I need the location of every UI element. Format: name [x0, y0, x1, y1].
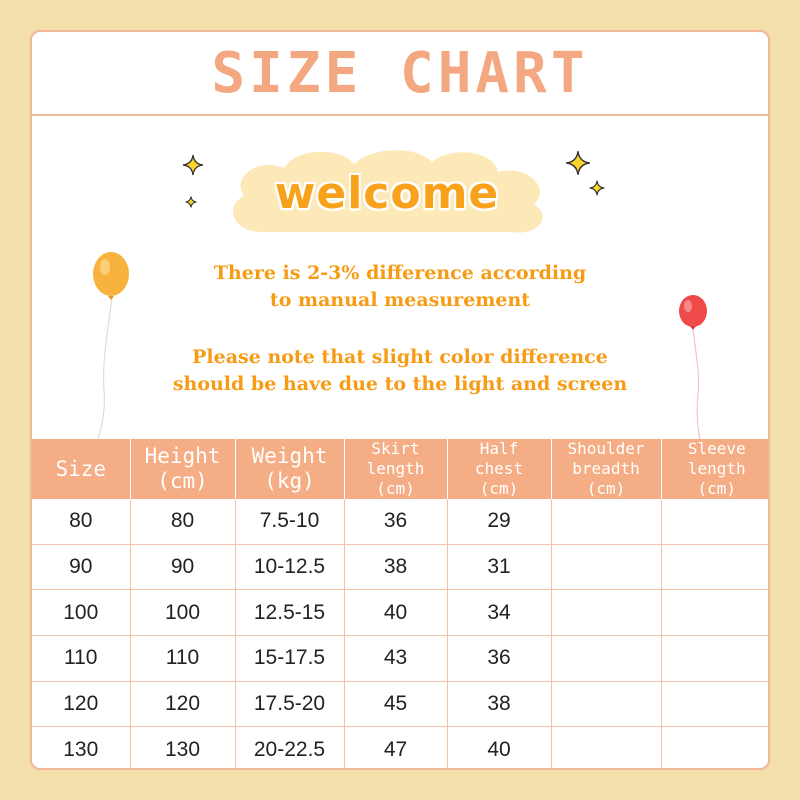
table-cell: 40: [344, 589, 448, 636]
table-cell: [661, 499, 768, 545]
table-cell: 120: [32, 681, 131, 728]
table-cell: 38: [447, 681, 552, 728]
sparkle-icon: [589, 180, 605, 196]
table-cell: 100: [32, 589, 131, 636]
table-cell: [551, 544, 662, 591]
table-cell: 100: [130, 589, 236, 636]
note-line: to manual measurement: [269, 289, 531, 311]
table-cell: 38: [344, 544, 448, 591]
table-cell: [661, 635, 768, 682]
table-cell: 10-12.5: [235, 544, 345, 591]
welcome-text: welcome: [274, 167, 500, 219]
table-cell: 17.5-20: [235, 681, 345, 728]
balloon-icon: [93, 252, 129, 440]
note-line: There is 2-3% difference according: [213, 262, 587, 284]
table-cell: 34: [447, 589, 552, 636]
color-note: Please note that slight color difference…: [32, 344, 768, 398]
table-cell: [661, 727, 768, 768]
table-cell: 7.5-10: [235, 499, 345, 545]
table-cell: 45: [344, 681, 448, 728]
table-cell: 36: [344, 499, 448, 545]
table-cell: 120: [130, 681, 236, 728]
table-cell: 90: [130, 544, 236, 591]
table-cell: 36: [447, 635, 552, 682]
table-cell: 80: [130, 499, 236, 545]
column-header-half-chest: Half chest (cm): [447, 439, 552, 499]
table-cell: 20-22.5: [235, 726, 345, 768]
size-table: Size Height (cm) Weight (kg) Skirt lengt…: [32, 439, 768, 768]
table-header-row: Size Height (cm) Weight (kg) Skirt lengt…: [32, 439, 768, 499]
table-cell: [661, 681, 768, 728]
cloud-icon: [232, 150, 543, 233]
table-cell: 47: [344, 726, 448, 768]
table-cell: 31: [447, 544, 552, 591]
page-title: SIZE CHART: [211, 40, 589, 106]
column-header-skirt-length: Skirt length (cm): [344, 439, 448, 499]
table-cell: 110: [130, 635, 236, 682]
table-cell: [551, 726, 662, 768]
table-cell: 80: [32, 499, 131, 545]
table-cell: [551, 589, 662, 636]
table-cell: 40: [447, 726, 552, 768]
table-cell: 43: [344, 635, 448, 682]
table-row: 90 90 10-12.5 38 31: [32, 544, 768, 591]
sparkle-icon: [185, 196, 197, 208]
balloon-icon: [679, 295, 707, 440]
table-cell: [551, 635, 662, 682]
title-band: SIZE CHART: [32, 32, 768, 116]
measurement-note: There is 2-3% difference according to ma…: [32, 260, 768, 314]
sparkle-icon: [182, 154, 204, 176]
table-cell: [551, 681, 662, 728]
note-line: should be have due to the light and scre…: [172, 373, 628, 395]
table-cell: 110: [32, 635, 131, 682]
table-cell: [551, 499, 662, 545]
table-cell: 15-17.5: [235, 635, 345, 682]
table-cell: 130: [32, 726, 131, 768]
table-row: 100 100 12.5-15 40 34: [32, 589, 768, 636]
column-header-height: Height (cm): [130, 439, 236, 499]
sparkle-icon: [566, 151, 590, 175]
column-header-weight: Weight (kg): [235, 439, 345, 499]
table-row: 120 120 17.5-20 45 38: [32, 681, 768, 728]
table-cell: [661, 544, 768, 591]
table-cell: [661, 589, 768, 636]
table-row: 110 110 15-17.5 43 36: [32, 635, 768, 682]
column-header-sleeve-length: Sleeve length (cm): [661, 439, 768, 499]
table-row: 130 130 20-22.5 47 40: [32, 726, 768, 768]
table-cell: 90: [32, 544, 131, 591]
note-line: Please note that slight color difference: [192, 346, 608, 368]
column-header-shoulder-breadth: Shoulder breadth (cm): [551, 439, 662, 499]
table-cell: 12.5-15: [235, 589, 345, 636]
table-row: 80 80 7.5-10 36 29: [32, 499, 768, 545]
column-header-size: Size: [32, 439, 131, 499]
size-chart-card: SIZE CHART welcome There is 2-3% differe…: [30, 30, 770, 770]
welcome-cloud: welcome: [222, 144, 552, 242]
table-cell: 130: [130, 726, 236, 768]
table-cell: 29: [447, 499, 552, 545]
